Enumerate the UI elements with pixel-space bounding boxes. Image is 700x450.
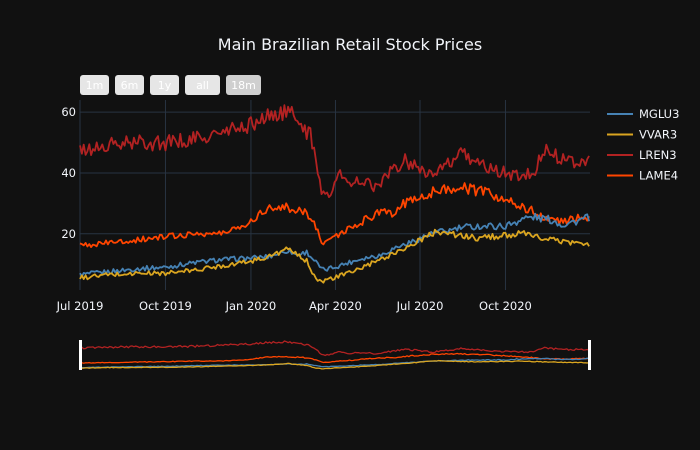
range-button-bg: [80, 75, 109, 95]
x-tick-label: Jul 2019: [56, 299, 104, 313]
legend-item-mglu3[interactable]: MGLU3: [607, 107, 679, 121]
x-tick-label: Apr 2020: [309, 299, 362, 313]
range-slider-line-mglu3: [79, 357, 590, 369]
range-button-label: 1y: [158, 79, 172, 92]
range-slider-right-handle[interactable]: [588, 340, 591, 370]
range-button-label: 6m: [121, 79, 139, 92]
range-slider[interactable]: [79, 340, 591, 370]
range-button-all[interactable]: all: [185, 75, 220, 95]
range-slider-line-lame4: [79, 352, 590, 364]
chart-title: Main Brazilian Retail Stock Prices: [218, 35, 482, 54]
series-line-lame4: [79, 182, 590, 248]
series-line-lren3: [79, 104, 590, 198]
range-button-1m[interactable]: 1m: [80, 75, 109, 95]
x-tick-label: Jan 2020: [225, 299, 277, 313]
range-button-1y[interactable]: 1y: [150, 75, 179, 95]
legend[interactable]: MGLU3 VVAR3 LREN3 LAME4: [607, 107, 679, 183]
range-button-bg: [150, 75, 179, 95]
range-button-label: 18m: [231, 79, 256, 92]
range-slider-left-handle[interactable]: [79, 340, 82, 370]
legend-label: VVAR3: [639, 128, 677, 142]
y-tick-label: 40: [61, 166, 76, 180]
range-button-18m[interactable]: 18m: [226, 75, 261, 95]
x-tick-label: Oct 2019: [139, 299, 192, 313]
range-button-bg: [226, 75, 261, 95]
range-button-label: 1m: [86, 79, 104, 92]
y-axis-ticks: 20 40 60: [61, 105, 76, 241]
x-axis-ticks: Jul 2019 Oct 2019 Jan 2020 Apr 2020 Jul 2020…: [56, 299, 532, 313]
range-button-bg: [185, 75, 220, 95]
series-line-mglu3: [79, 212, 590, 278]
x-tick-label: Oct 2020: [479, 299, 532, 313]
range-slider-track: [80, 340, 590, 370]
range-button-bg: [115, 75, 144, 95]
legend-item-vvar3[interactable]: VVAR3: [607, 128, 677, 142]
range-selector[interactable]: 1m 6m 1y all 18m: [80, 75, 261, 95]
y-tick-label: 60: [61, 105, 76, 119]
range-slider-line-lren3: [79, 340, 590, 357]
series-lines: [79, 104, 590, 284]
legend-label: LREN3: [639, 148, 677, 162]
y-tick-label: 20: [61, 227, 76, 241]
legend-item-lame4[interactable]: LAME4: [607, 169, 678, 183]
legend-item-lren3[interactable]: LREN3: [607, 148, 677, 162]
range-slider-line-vvar3: [79, 359, 590, 370]
legend-label: MGLU3: [639, 107, 679, 121]
legend-label: LAME4: [639, 169, 678, 183]
x-tick-label: Jul 2020: [396, 299, 444, 313]
range-button-label: all: [196, 79, 209, 92]
range-button-6m[interactable]: 6m: [115, 75, 144, 95]
series-line-vvar3: [79, 228, 590, 284]
